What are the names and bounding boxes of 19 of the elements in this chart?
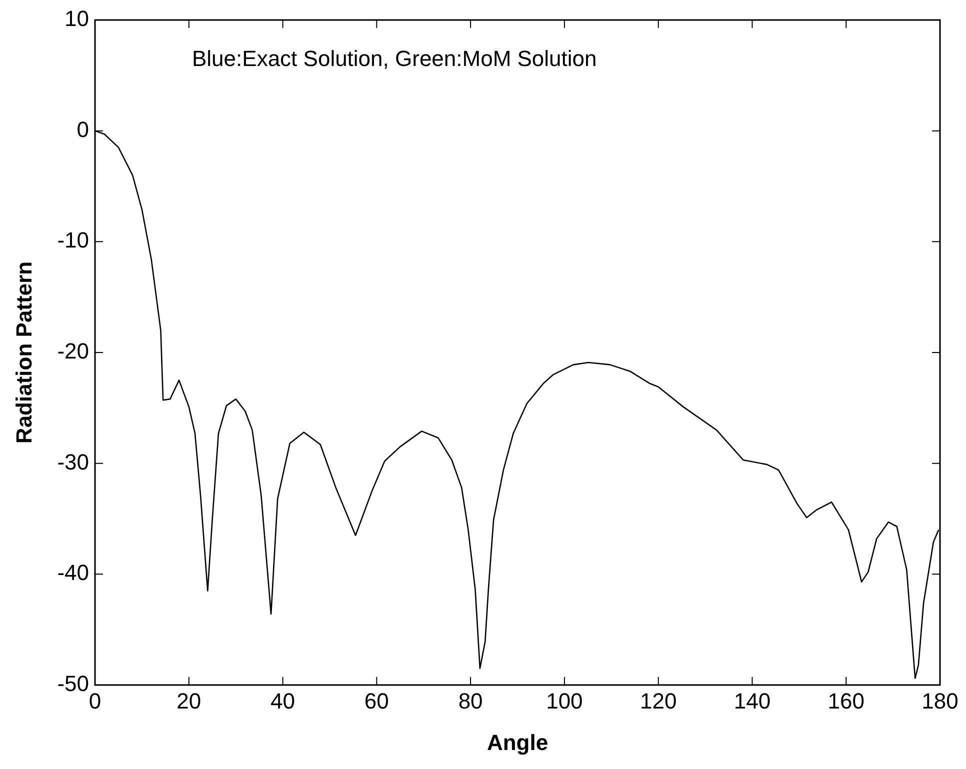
x-tick-label: 120 bbox=[640, 688, 677, 714]
y-tick-label: -40 bbox=[57, 560, 89, 586]
y-axis-title: Radiation Pattern bbox=[11, 261, 36, 444]
x-tick-label: 160 bbox=[828, 688, 864, 714]
y-tick-label: 10 bbox=[64, 6, 89, 32]
y-tick-label: -30 bbox=[57, 449, 89, 474]
y-tick-label: -10 bbox=[57, 228, 89, 253]
x-tick-label: 80 bbox=[458, 688, 483, 714]
y-tick-label: -20 bbox=[57, 338, 89, 364]
x-tick-label: 100 bbox=[546, 688, 583, 714]
x-tick-label: 60 bbox=[364, 688, 389, 714]
x-tick-label: 20 bbox=[176, 688, 202, 714]
x-tick-label: 180 bbox=[922, 688, 958, 714]
x-tick-label: 140 bbox=[734, 688, 771, 714]
y-tick-label: -50 bbox=[57, 671, 89, 696]
x-axis-title: Angle bbox=[486, 730, 548, 755]
annotation: Blue:Exact Solution, Green:MoM Solution bbox=[192, 46, 597, 72]
y-tick-label: 0 bbox=[76, 116, 89, 142]
x-tick-label: 40 bbox=[270, 688, 296, 714]
